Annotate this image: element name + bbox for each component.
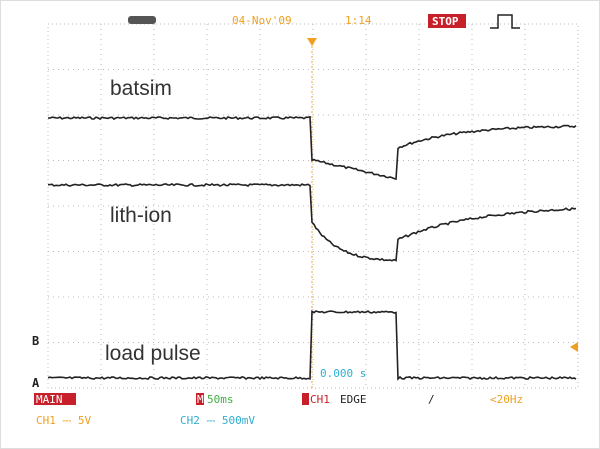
mode: MAIN — [36, 393, 63, 406]
frame — [1, 1, 600, 449]
slope: / — [428, 393, 435, 406]
trace-label: load pulse — [105, 342, 201, 365]
trace-label: lith-ion — [110, 204, 172, 227]
frequency: <20Hz — [490, 393, 523, 406]
ch2-setting: CH2 ⎓ 500mV — [180, 414, 255, 427]
usb-icon — [128, 16, 156, 24]
trigger-type: EDGE — [340, 393, 367, 406]
time: 1:14 — [345, 14, 372, 27]
trigger-source: CH1 — [310, 393, 330, 406]
trace-label: batsim — [110, 77, 172, 100]
channel-marker: A — [32, 376, 40, 390]
timebase: 50ms — [207, 393, 234, 406]
timebase-icon: M — [197, 393, 204, 406]
channel-marker: B — [32, 334, 39, 348]
readout: 0.000 s — [320, 367, 366, 380]
date: 04-Nov'09 — [232, 14, 292, 27]
scope-screen: 04-Nov'09 1:14 STOP batsim lith-ion load… — [0, 0, 600, 449]
status: STOP — [432, 15, 459, 28]
trigger-box — [302, 393, 309, 405]
ch1-setting: CH1 ⎓ 5V — [36, 414, 92, 427]
